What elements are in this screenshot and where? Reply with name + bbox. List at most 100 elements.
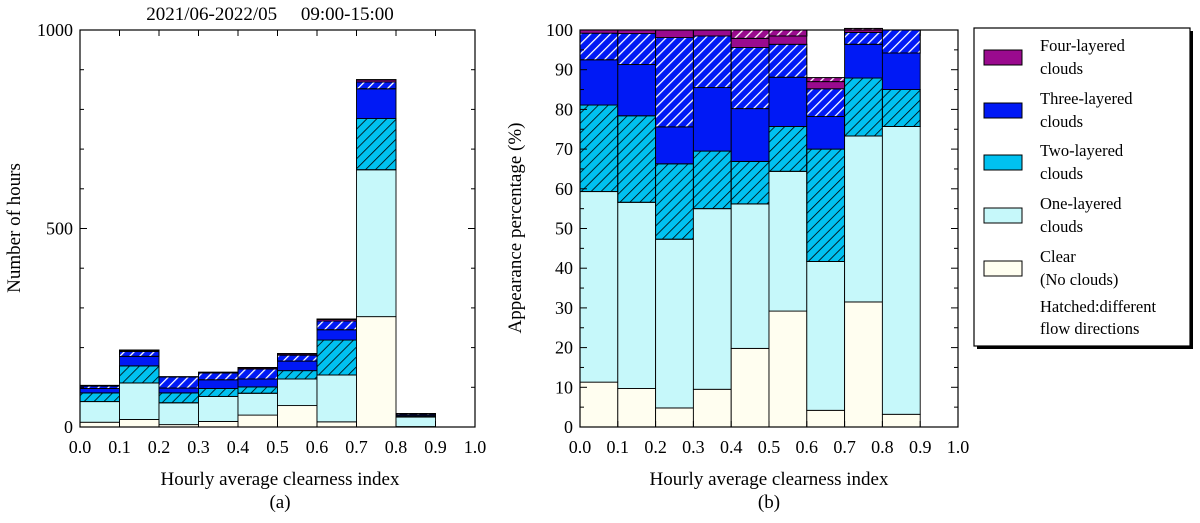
- bar-b-bin8-three-hatched-hatch: [882, 30, 920, 53]
- legend-label-four-1: Four-layered: [1040, 36, 1126, 55]
- bar-a-bin2-three: [159, 388, 199, 393]
- bar-a-bin0-clear: [80, 422, 120, 427]
- bar-b-bin4-three-hatched-hatch: [731, 47, 769, 108]
- bar-a-bin7-two-hatched-hatch: [357, 119, 397, 170]
- bar-b-bin6-three-hatched-hatch: [807, 89, 845, 117]
- bar-b-bin4-two-hatched-hatch: [731, 161, 769, 203]
- bar-b-bin6-one: [807, 261, 845, 410]
- bar-a-bin6-three: [317, 330, 357, 340]
- bar-a-bin1-three: [120, 356, 160, 366]
- bar-b-bin5-four-hatched-hatch: [769, 30, 807, 36]
- legend-label-two-2: clouds: [1040, 164, 1083, 183]
- ytick-label-a-1: 500: [46, 219, 73, 239]
- bar-a-bin7-clear: [357, 317, 397, 427]
- ytick-label-b-8: 80: [555, 99, 573, 119]
- xtick-label-b-2: 0.2: [644, 437, 667, 457]
- bar-b-bin3-one: [693, 209, 731, 390]
- chart-b-caption: (b): [758, 492, 780, 513]
- bar-a-bin0-three: [80, 388, 120, 392]
- xtick-label-a-6: 0.6: [306, 437, 329, 457]
- bar-b-bin7-two-hatched-hatch: [845, 78, 883, 136]
- ytick-label-b-0: 0: [564, 417, 573, 437]
- bar-b-bin2-three-hatched-hatch: [656, 38, 694, 127]
- xtick-label-b-5: 0.5: [758, 437, 781, 457]
- bar-b-bin5-four: [769, 36, 807, 44]
- xtick-label-a-2: 0.2: [148, 437, 171, 457]
- xtick-label-b-9: 0.9: [909, 437, 932, 457]
- bar-a-bin3-one: [199, 396, 239, 421]
- bar-b-bin5-three: [769, 77, 807, 126]
- bar-b-bin3-two-hatched-hatch: [693, 151, 731, 209]
- legend-label-one-2: clouds: [1040, 217, 1083, 236]
- legend-note-1: Hatched:different: [1040, 297, 1156, 316]
- xtick-label-a-0: 0.0: [69, 437, 92, 457]
- bar-b-bin7-three-hatched-hatch: [845, 32, 883, 44]
- legend-swatch-three: [984, 103, 1022, 118]
- ytick-label-b-9: 90: [555, 60, 573, 80]
- bar-b-bin8-three: [882, 53, 920, 90]
- legend: Four-layered clouds Three-layered clouds…: [974, 28, 1193, 349]
- bar-b-bin4-three: [731, 109, 769, 162]
- ytick-label-a-2: 1000: [37, 20, 73, 40]
- bar-b-bin0-two-hatched-hatch: [580, 105, 618, 192]
- legend-label-clear-2: (No clouds): [1040, 270, 1118, 289]
- bar-b-bin0-three-hatched-hatch: [580, 33, 618, 60]
- bar-a-bin0-one: [80, 402, 120, 423]
- bar-b-bin0-one: [580, 192, 618, 383]
- xtick-label-a-1: 0.1: [108, 437, 131, 457]
- bar-b-bin5-clear: [769, 311, 807, 427]
- bar-b-bin1-two-hatched-hatch: [618, 116, 656, 203]
- bar-b-bin0-clear: [580, 382, 618, 427]
- bar-b-bin5-one: [769, 171, 807, 311]
- bar-a-bin8-three-hatched-hatch: [396, 414, 436, 415]
- bar-a-bin2-two-hatched-hatch: [159, 393, 199, 403]
- xtick-label-a-10: 1.0: [464, 437, 487, 457]
- bar-b-bin2-two-hatched-hatch: [656, 164, 694, 239]
- bar-a-bin4-three-hatched-hatch: [238, 369, 278, 379]
- chart-a-bars: [80, 80, 436, 427]
- chart-b-xlabel: Hourly average clearness index: [650, 469, 889, 490]
- xtick-label-b-4: 0.4: [720, 437, 743, 457]
- xtick-label-b-3: 0.3: [682, 437, 705, 457]
- bar-b-bin4-one: [731, 204, 769, 349]
- bar-a-bin5-three-hatched-hatch: [278, 355, 318, 361]
- legend-label-two-1: Two-layered: [1040, 141, 1124, 160]
- ytick-label-b-10: 100: [546, 20, 573, 40]
- xtick-label-a-3: 0.3: [187, 437, 210, 457]
- legend-label-clear-1: Clear: [1040, 247, 1076, 266]
- bar-a-bin1-clear: [120, 419, 160, 427]
- bar-b-bin4-four-hatched-hatch: [731, 30, 769, 38]
- bar-b-bin1-clear: [618, 388, 656, 427]
- bar-b-bin6-four-hatched-hatch: [807, 78, 845, 82]
- legend-label-four-2: clouds: [1040, 59, 1083, 78]
- bar-b-bin8-one: [882, 126, 920, 414]
- ytick-label-b-6: 60: [555, 179, 573, 199]
- bar-a-bin6-clear: [317, 422, 357, 427]
- bar-b-bin8-clear: [882, 414, 920, 427]
- ytick-label-b-3: 30: [555, 298, 573, 318]
- bar-b-bin1-one: [618, 202, 656, 388]
- xtick-label-a-4: 0.4: [227, 437, 250, 457]
- bar-a-bin5-three: [278, 361, 318, 371]
- bar-b-bin1-three-hatched-hatch: [618, 34, 656, 65]
- bar-b-bin7-three: [845, 44, 883, 78]
- xtick-label-b-0: 0.0: [569, 437, 592, 457]
- bar-b-bin2-one: [656, 239, 694, 408]
- legend-label-three-1: Three-layered: [1040, 89, 1133, 108]
- legend-label-one-1: One-layered: [1040, 194, 1122, 213]
- bar-a-bin3-three-hatched-hatch: [199, 373, 239, 380]
- bar-a-bin1-one: [120, 383, 160, 420]
- legend-swatch-one: [984, 208, 1022, 223]
- bar-a-bin1-four-hatched-hatch: [120, 350, 160, 351]
- xtick-label-a-8: 0.8: [385, 437, 408, 457]
- bar-b-bin2-clear: [656, 408, 694, 427]
- xtick-label-a-7: 0.7: [345, 437, 368, 457]
- bar-a-bin5-clear: [278, 406, 318, 427]
- bar-a-bin7-three-hatched-hatch: [357, 82, 397, 89]
- bar-b-bin4-clear: [731, 348, 769, 427]
- legend-note-2: flow directions: [1040, 319, 1139, 338]
- bar-a-bin7-three: [357, 89, 397, 119]
